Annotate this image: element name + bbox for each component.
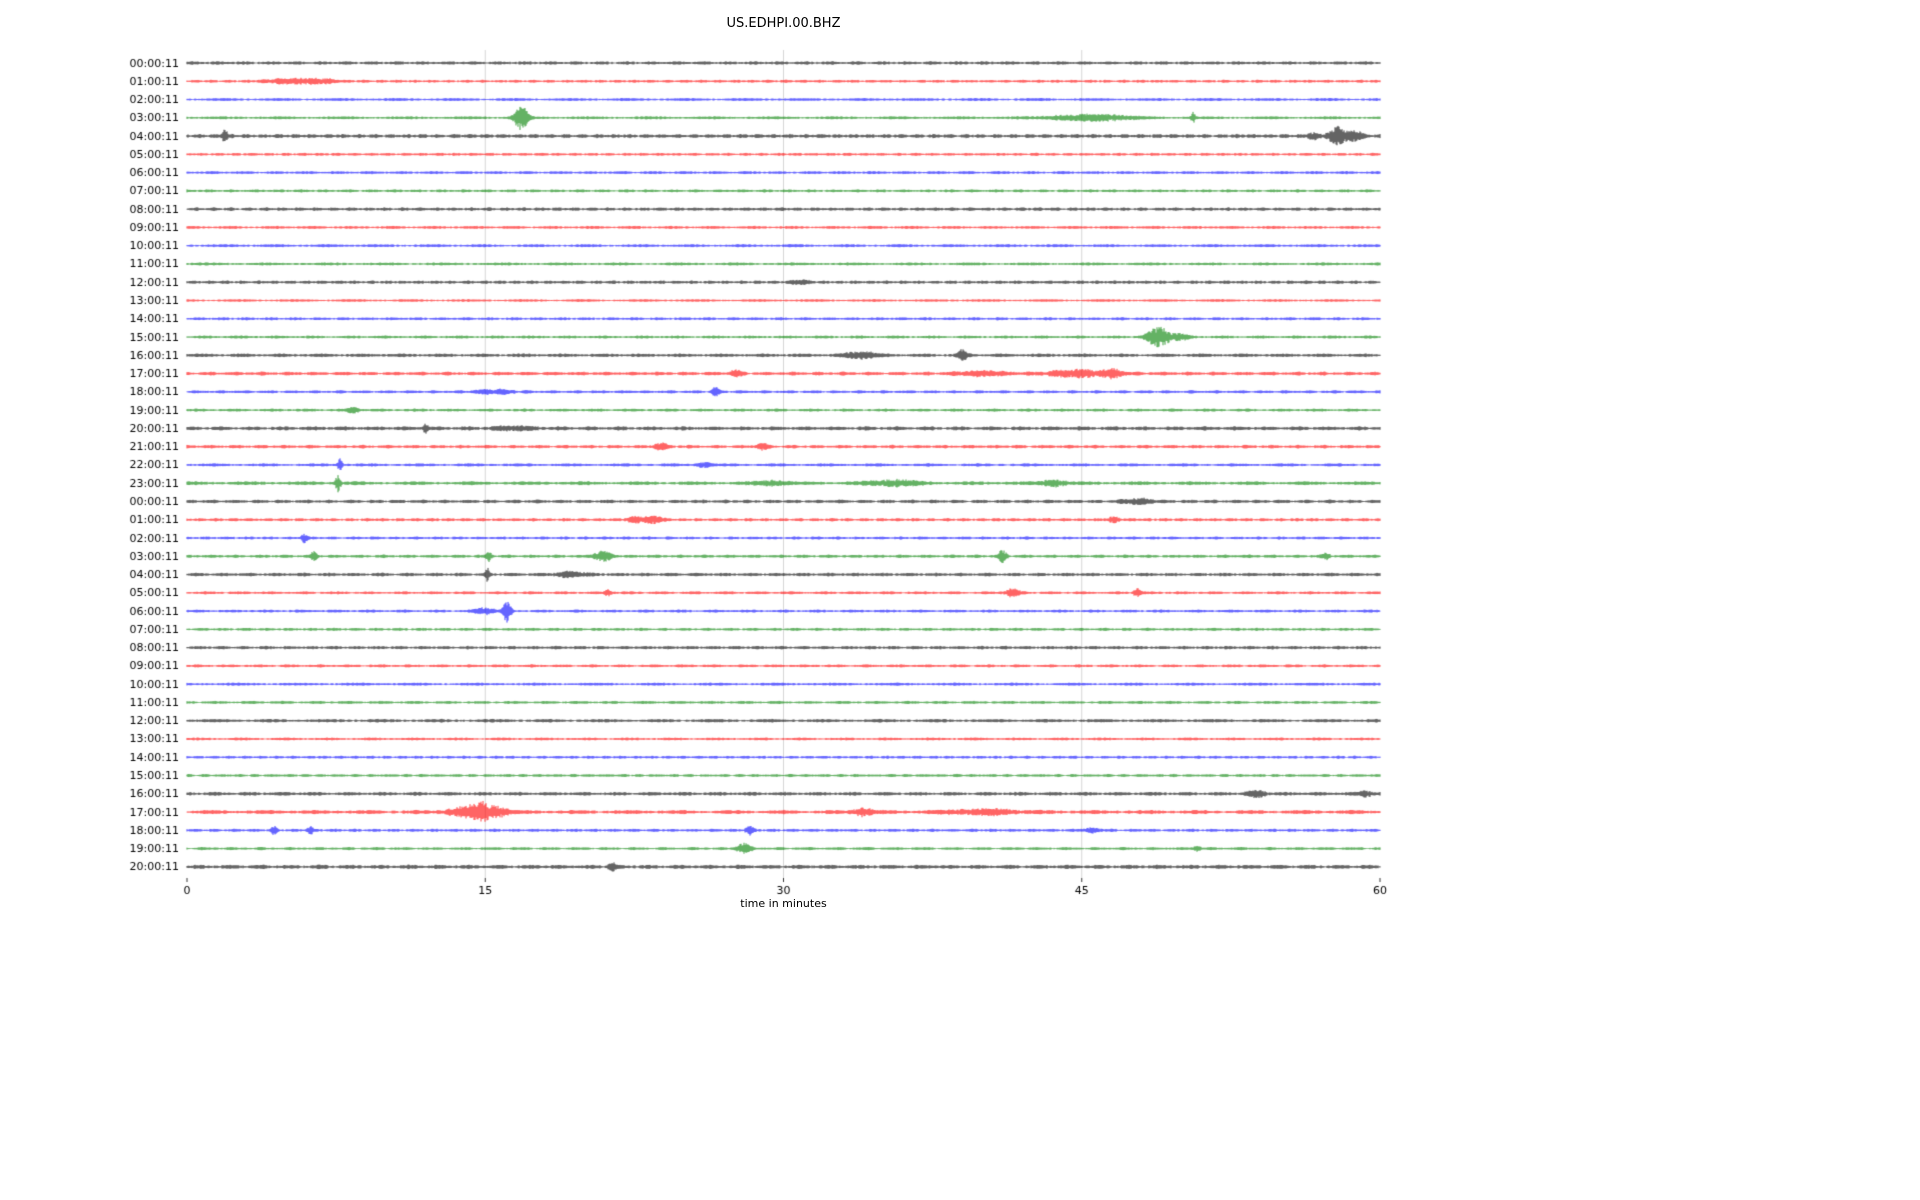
chart-title: US.EDHPI.00.BHZ [726, 16, 841, 31]
x-axis-label: time in minutes [740, 897, 827, 910]
